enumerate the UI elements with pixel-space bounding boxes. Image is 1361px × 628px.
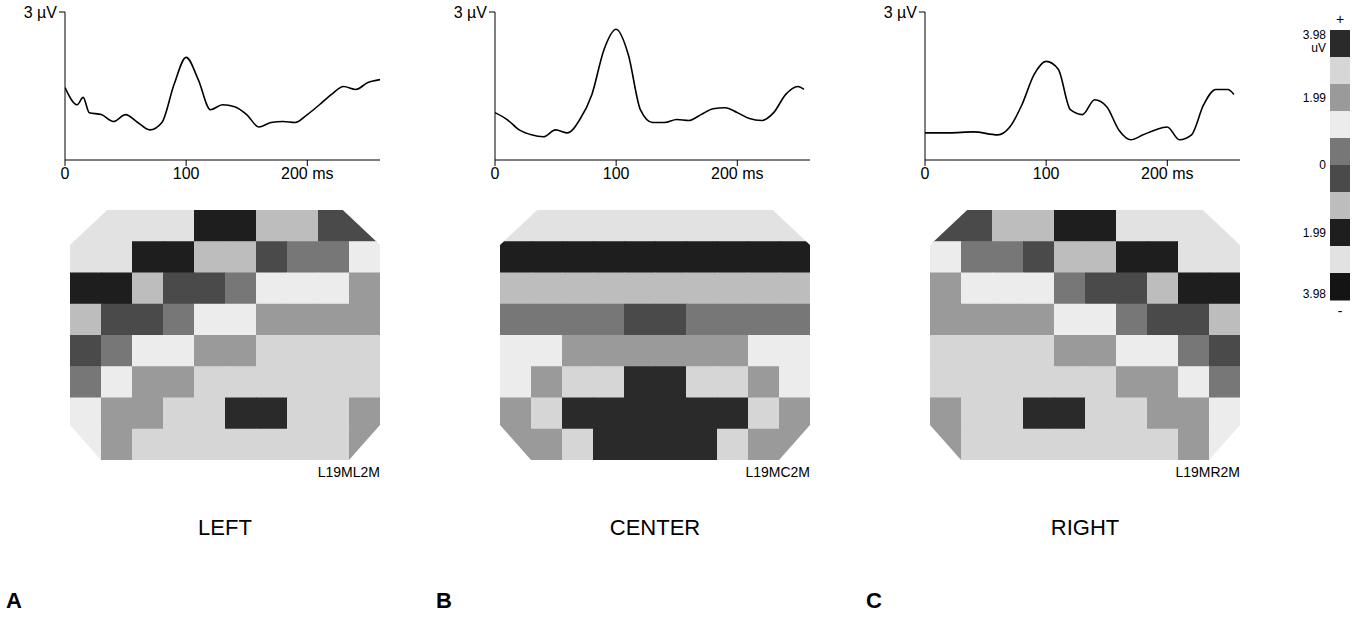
svg-text:1.99: 1.99 bbox=[1303, 91, 1327, 105]
html-text:C: C bbox=[866, 588, 882, 613]
svg-text:0: 0 bbox=[1319, 158, 1326, 172]
html-text:B: B bbox=[436, 588, 452, 613]
svg-text:0: 0 bbox=[61, 165, 70, 182]
svg-text:100: 100 bbox=[173, 165, 200, 182]
html-text:L19MC2M: L19MC2M bbox=[745, 464, 810, 480]
svg-text:100: 100 bbox=[1033, 165, 1060, 182]
html-text:CENTER: CENTER bbox=[609, 515, 701, 540]
svg-text:uV: uV bbox=[1311, 41, 1326, 55]
html-text:A: A bbox=[6, 588, 22, 613]
svg-text:0: 0 bbox=[491, 165, 500, 182]
svg-text:3 µV: 3 µV bbox=[884, 4, 918, 21]
svg-text:1.99: 1.99 bbox=[1303, 226, 1327, 240]
svg-text:200 ms: 200 ms bbox=[281, 165, 333, 182]
svg-text:-: - bbox=[1338, 303, 1343, 319]
html-text:LEFT: LEFT bbox=[198, 515, 252, 540]
html-text:L19MR2M: L19MR2M bbox=[1175, 464, 1240, 480]
svg-text:200 ms: 200 ms bbox=[711, 165, 763, 182]
svg-text:200 ms: 200 ms bbox=[1141, 165, 1193, 182]
svg-text:3.98: 3.98 bbox=[1303, 287, 1327, 301]
svg-text:100: 100 bbox=[603, 165, 630, 182]
html-text:L19ML2M: L19ML2M bbox=[317, 464, 380, 480]
svg-text:3 µV: 3 µV bbox=[24, 4, 58, 21]
svg-text:3.98: 3.98 bbox=[1303, 28, 1327, 42]
svg-text:3 µV: 3 µV bbox=[454, 4, 488, 21]
svg-text:0: 0 bbox=[921, 165, 930, 182]
svg-text:+: + bbox=[1336, 11, 1344, 27]
html-text:RIGHT: RIGHT bbox=[1050, 515, 1120, 540]
